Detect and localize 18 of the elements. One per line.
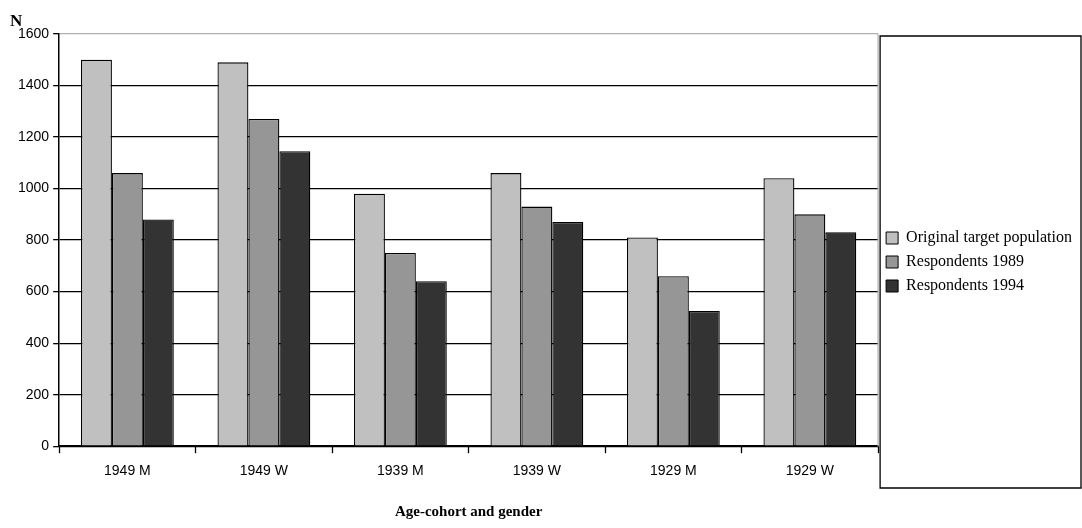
- y-tick-label: 400: [25, 334, 50, 351]
- x-tick-label: 1939 M: [377, 462, 424, 479]
- x-axis-title: Age-cohort and gender: [394, 502, 543, 519]
- y-tick-label: 800: [25, 230, 50, 247]
- x-tick-label: 1929 M: [650, 462, 697, 479]
- y-tick-label: 200: [25, 385, 50, 402]
- x-tick-label: 1939 W: [512, 462, 562, 479]
- legend-label: Respondents 1989: [906, 252, 1024, 271]
- y-tick-label: 1000: [17, 179, 50, 196]
- legend-label: Original target population: [906, 228, 1072, 247]
- y-tick-label: 1200: [17, 127, 50, 144]
- y-tick-label: 1400: [17, 76, 50, 93]
- legend-label: Respondents 1994: [906, 276, 1024, 295]
- x-tick-label: 1949 W: [239, 462, 289, 479]
- y-tick-label: 0: [41, 437, 50, 454]
- x-tick-label: 1929 W: [785, 462, 835, 479]
- x-tick-label: 1949 M: [104, 462, 151, 479]
- y-tick-label: 600: [25, 282, 50, 299]
